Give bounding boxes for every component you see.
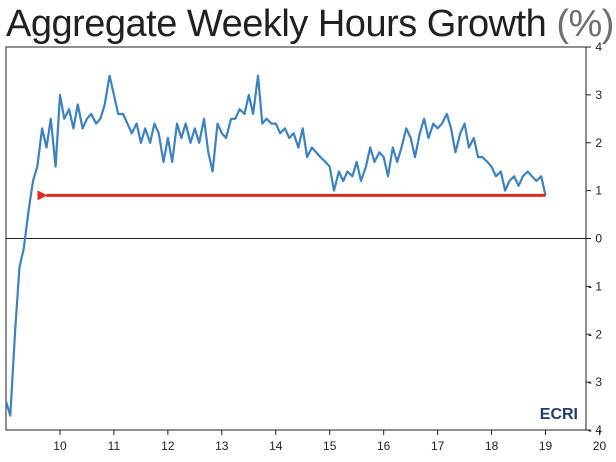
y-tick-label: - 3	[588, 375, 602, 389]
x-tick-label: 15	[323, 439, 337, 453]
chart-title: Aggregate Weekly Hours Growth (%)	[6, 2, 614, 46]
y-axis: 4 3 2 1 0 - 1 - 2 - 3 - 4	[586, 40, 602, 437]
x-tick-label: 12	[161, 439, 175, 453]
series-line	[4, 74, 547, 417]
y-tick-label: 2	[595, 136, 602, 150]
x-tick-label: 11	[108, 439, 121, 453]
y-tick-label: - 2	[588, 327, 602, 341]
x-tick-label: 10	[53, 439, 67, 453]
x-tick-label: 14	[269, 439, 283, 453]
x-tick-label: 20	[593, 439, 607, 453]
chart-title-unit: (%)	[556, 3, 614, 45]
y-tick-label: 4	[595, 40, 602, 54]
x-tick-label: 16	[377, 439, 391, 453]
y-tick-label: - 1	[588, 279, 602, 293]
y-tick-label: 1	[595, 184, 602, 198]
y-tick-label: 3	[595, 88, 602, 102]
x-tick-label: 17	[431, 439, 445, 453]
brand-logo: ECRI	[540, 406, 578, 423]
x-tick-label: 18	[485, 439, 499, 453]
chart-title-text: Aggregate Weekly Hours Growth	[6, 3, 547, 45]
y-tick-label: 0	[595, 232, 602, 246]
x-axis: 10 11 12 13 14 15 16 17 18 19 20	[53, 430, 606, 453]
x-tick-label: 13	[215, 439, 229, 453]
x-tick-label: 19	[539, 439, 553, 453]
y-tick-label: - 4	[588, 423, 602, 437]
